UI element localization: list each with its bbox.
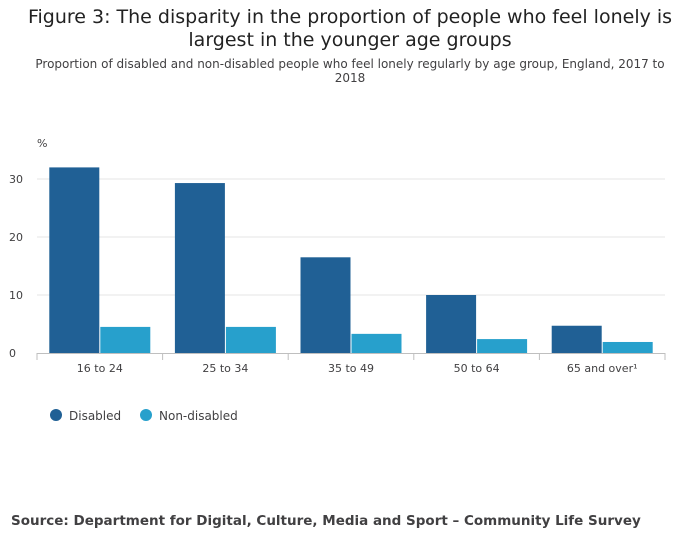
bar-disabled-4[interactable] [551, 325, 602, 353]
y-axis-label: % [37, 137, 47, 150]
chart-subtitle: Proportion of disabled and non-disabled … [35, 57, 665, 85]
bar-non-disabled-1[interactable] [225, 326, 276, 353]
bar-disabled-2[interactable] [300, 257, 351, 353]
bar-disabled-1[interactable] [174, 183, 225, 353]
y-tick-label: 20 [9, 231, 23, 244]
legend-marker-disabled [50, 409, 62, 421]
legend-marker-non-disabled [140, 409, 152, 421]
x-axis-ticks: 16 to 24 25 to 34 35 to 49 50 to 64 65 and o… [36, 353, 666, 375]
source-note: Source: Department for Digital, Culture,… [11, 513, 641, 529]
bar-non-disabled-4[interactable] [602, 341, 653, 353]
bar-chart: 0 10 20 30 % 16 to 24 25 to 34 35 to 49 50 to … [9, 137, 666, 423]
y-tick-label: 10 [9, 289, 23, 302]
chart-title: Figure 3: The disparity in the proportio… [27, 6, 673, 51]
y-tick-label: 0 [9, 347, 16, 360]
bar-disabled-0[interactable] [49, 167, 100, 353]
y-tick-label: 30 [9, 173, 23, 186]
bar-disabled-3[interactable] [426, 295, 477, 353]
x-tick-label: 50 to 64 [454, 362, 500, 375]
bar-non-disabled-0[interactable] [100, 326, 151, 353]
bar-non-disabled-2[interactable] [351, 333, 402, 353]
legend-label-non-disabled[interactable]: Non-disabled [159, 409, 238, 423]
legend-label-disabled[interactable]: Disabled [69, 409, 121, 423]
gridlines [37, 178, 665, 296]
y-axis-ticks: 0 10 20 30 [9, 173, 23, 360]
legend: Disabled Non-disabled [50, 409, 238, 423]
x-tick-label: 35 to 49 [328, 362, 374, 375]
bars [49, 167, 653, 353]
x-tick-label: 16 to 24 [77, 362, 123, 375]
x-tick-label: 25 to 34 [202, 362, 248, 375]
bar-non-disabled-3[interactable] [477, 339, 528, 353]
x-tick-label: 65 and over¹ [567, 362, 638, 375]
